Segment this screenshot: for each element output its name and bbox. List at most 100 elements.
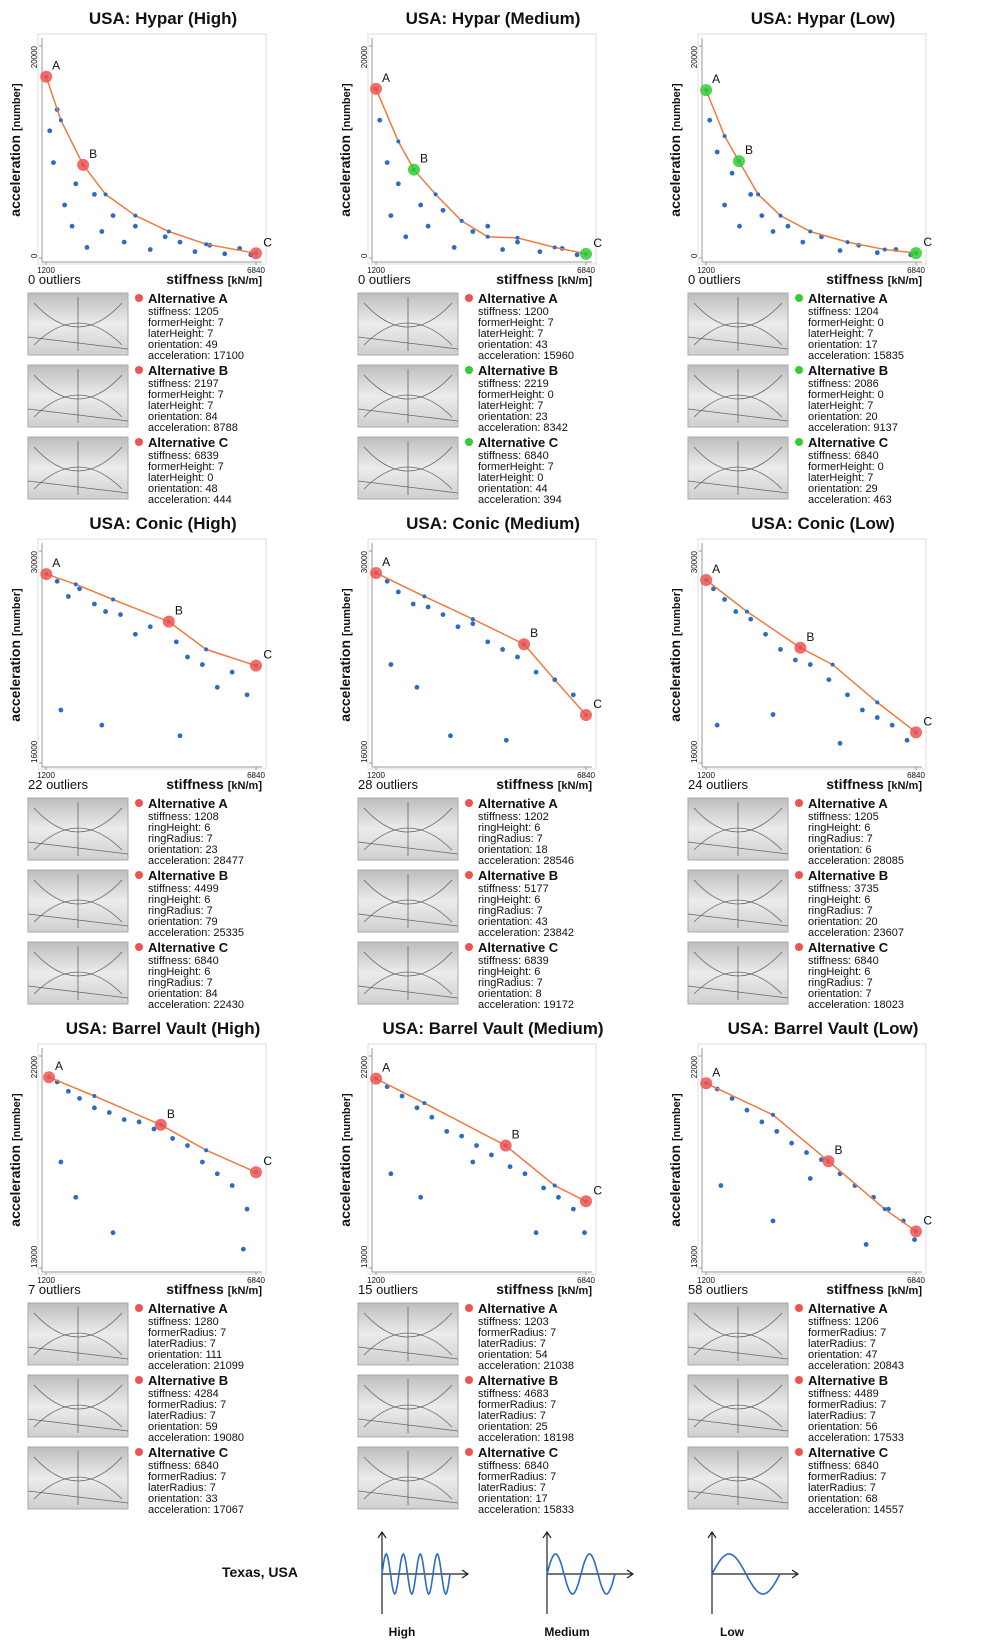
alternative-param: acceleration:15833 xyxy=(478,1504,574,1516)
alternative-marker xyxy=(910,726,922,738)
x-tick-label: 6840 xyxy=(907,1276,925,1285)
data-point xyxy=(426,224,431,229)
alternative-name: Alternative C xyxy=(148,435,229,450)
alternative-marker xyxy=(580,1195,592,1207)
data-point xyxy=(70,224,75,229)
data-point xyxy=(92,602,97,607)
data-point xyxy=(500,647,505,652)
pareto-front xyxy=(376,573,586,715)
data-point xyxy=(241,1247,246,1252)
alternative-name: Alternative B xyxy=(148,868,228,883)
y-axis-title: acceleration xyxy=(337,135,353,217)
y-axis-title: acceleration xyxy=(667,1145,683,1227)
data-point xyxy=(418,1195,423,1200)
param-key: acceleration: xyxy=(148,855,210,867)
alternative-marker-label: A xyxy=(52,556,60,570)
alternative-param: acceleration:19080 xyxy=(148,1432,244,1444)
y-tick-label: 22000 xyxy=(690,1055,699,1078)
param-value: 7 xyxy=(880,1399,886,1411)
alternative-param: acceleration:28546 xyxy=(478,855,574,867)
alternative-name: Alternative A xyxy=(148,291,228,306)
param-key: acceleration: xyxy=(148,927,210,939)
alternative-dot xyxy=(795,799,803,807)
y-axis-unit: [number] xyxy=(671,1093,683,1141)
data-point xyxy=(122,240,127,245)
y-axis-unit: [number] xyxy=(11,588,23,636)
alternative-name: Alternative C xyxy=(478,940,559,955)
front-point xyxy=(723,134,727,138)
param-value: 463 xyxy=(873,494,891,506)
data-point xyxy=(47,128,52,133)
alternative-dot xyxy=(465,1448,473,1456)
param-value: 0 xyxy=(878,317,884,329)
param-key: acceleration: xyxy=(808,999,870,1011)
y-axis-unit: [number] xyxy=(341,1093,353,1141)
alternative-param: acceleration:28085 xyxy=(808,855,904,867)
data-point xyxy=(222,251,227,256)
data-point xyxy=(826,677,831,682)
y-axis-label: acceleration[number] xyxy=(7,83,23,217)
alternative-dot xyxy=(465,366,473,374)
alternative-marker xyxy=(822,1155,834,1167)
param-value: 23842 xyxy=(543,927,574,939)
legend-axes xyxy=(708,1532,798,1614)
data-point xyxy=(185,1143,190,1148)
chart-title: USA: Hypar (Low) xyxy=(751,9,896,28)
param-key: acceleration: xyxy=(148,422,210,434)
data-point xyxy=(92,1105,97,1110)
y-axis-label: acceleration[number] xyxy=(667,83,683,217)
param-value: 7 xyxy=(218,317,224,329)
alternative-marker-label: B xyxy=(420,152,428,166)
x-tick-label: 6840 xyxy=(247,266,265,275)
alternative-param: acceleration:19172 xyxy=(478,999,574,1011)
param-value: 17100 xyxy=(213,350,244,362)
data-point xyxy=(745,1108,750,1113)
x-axis-unit: [kN/m] xyxy=(228,275,263,287)
param-value: 14557 xyxy=(873,1504,904,1516)
param-key: acceleration: xyxy=(808,855,870,867)
alternative-name: Alternative A xyxy=(148,796,228,811)
param-key: acceleration: xyxy=(478,350,540,362)
data-point xyxy=(534,670,539,675)
data-point xyxy=(415,685,420,690)
chart-title: USA: Barrel Vault (High) xyxy=(66,1019,261,1038)
param-value: 7 xyxy=(880,1327,886,1339)
data-point xyxy=(733,609,738,614)
param-value: 394 xyxy=(543,494,561,506)
alternative-marker-label: C xyxy=(593,697,602,711)
front-point xyxy=(204,242,208,246)
alternative-dot xyxy=(135,1304,143,1312)
param-key: acceleration: xyxy=(148,1504,210,1516)
param-value: 8788 xyxy=(213,422,237,434)
param-value: 444 xyxy=(213,494,231,506)
data-point xyxy=(515,240,520,245)
param-value: 18023 xyxy=(873,999,904,1011)
data-point xyxy=(722,203,727,208)
alternative-param: acceleration:18023 xyxy=(808,999,904,1011)
front-point xyxy=(396,139,400,143)
x-axis-title: stiffness xyxy=(496,271,554,287)
alternative-marker xyxy=(43,1071,55,1083)
param-value: 0 xyxy=(548,389,554,401)
front-point xyxy=(515,236,519,240)
x-axis-unit: [kN/m] xyxy=(558,275,593,287)
y-axis-label: acceleration[number] xyxy=(337,1093,353,1227)
param-key: acceleration: xyxy=(478,1432,540,1444)
param-value: 28085 xyxy=(873,855,904,867)
data-point xyxy=(474,1143,479,1148)
alternative-marker-label: B xyxy=(175,604,183,618)
data-point xyxy=(748,192,753,197)
pareto-front xyxy=(706,90,916,253)
x-tick-label: 6840 xyxy=(247,1276,265,1285)
alternative-name: Alternative A xyxy=(808,1301,888,1316)
front-point xyxy=(167,230,171,234)
data-point xyxy=(534,1230,539,1235)
param-key: acceleration: xyxy=(148,999,210,1011)
param-key: acceleration: xyxy=(478,494,540,506)
y-axis-unit: [number] xyxy=(11,83,23,131)
front-point xyxy=(778,214,782,218)
data-point xyxy=(556,1195,561,1200)
front-point xyxy=(74,582,78,586)
data-point xyxy=(85,245,90,250)
alternative-marker-label: C xyxy=(923,1213,932,1227)
